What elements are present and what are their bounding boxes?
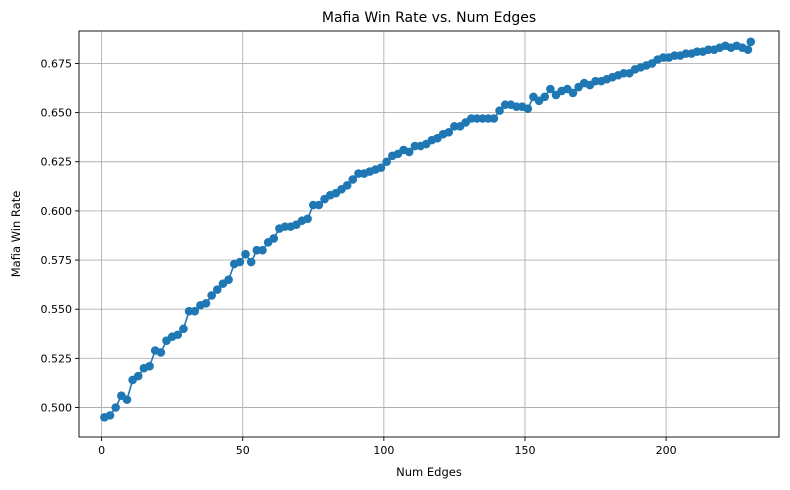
data-point [546, 84, 555, 94]
data-point [207, 291, 216, 300]
tick-layer: 0 50 100 150 200 0.500 0.525 0.550 0.575 0.600 0.6… [41, 57, 677, 457]
data-point [201, 299, 211, 308]
data-point [523, 104, 533, 113]
data-point [444, 127, 454, 137]
y-tick-label: 0.550 [41, 303, 73, 316]
y-tick-label: 0.525 [41, 352, 73, 365]
data-point [269, 234, 279, 243]
x-tick-label: 150 [514, 444, 535, 457]
data-point [133, 371, 143, 381]
data-point [746, 37, 756, 47]
data-point [376, 163, 386, 172]
data-point [489, 114, 499, 123]
y-tick-label: 0.575 [41, 254, 73, 267]
data-point [190, 306, 200, 316]
data-point [179, 324, 188, 334]
y-tick-label: 0.675 [41, 57, 73, 70]
series-line [104, 41, 752, 419]
data-point [743, 45, 753, 54]
data-point [224, 275, 233, 285]
data-point [314, 200, 324, 210]
x-tick-label: 200 [656, 444, 677, 457]
x-tick-label: 100 [373, 444, 394, 457]
series-layer [100, 37, 756, 422]
data-point [213, 285, 222, 294]
y-tick-label: 0.500 [41, 402, 73, 415]
plot-frame [78, 30, 780, 438]
data-point [382, 157, 391, 167]
data-point [342, 181, 352, 190]
x-axis-label: Num Edges [396, 465, 462, 479]
data-point [156, 348, 166, 357]
data-point [348, 175, 358, 184]
data-point [105, 411, 115, 420]
x-tick-label: 0 [98, 444, 105, 457]
data-point [111, 403, 120, 412]
data-point [235, 257, 245, 267]
data-point [173, 330, 183, 340]
y-tick-label: 0.600 [41, 205, 73, 218]
grid-layer [79, 31, 779, 437]
data-point [495, 106, 504, 115]
data-point [145, 361, 154, 371]
chart-title: Mafia Win Rate vs. Num Edges [322, 10, 536, 26]
data-point [241, 249, 250, 259]
x-tick-label: 50 [236, 444, 250, 457]
data-point [122, 395, 132, 404]
data-point [568, 88, 578, 98]
data-point [246, 257, 256, 267]
y-axis-label: Mafia Win Rate [9, 191, 23, 278]
data-point [303, 214, 312, 224]
y-tick-label: 0.625 [41, 156, 73, 169]
data-point [404, 147, 414, 157]
data-point [258, 245, 267, 255]
y-tick-label: 0.650 [41, 107, 73, 120]
data-point [540, 92, 550, 102]
